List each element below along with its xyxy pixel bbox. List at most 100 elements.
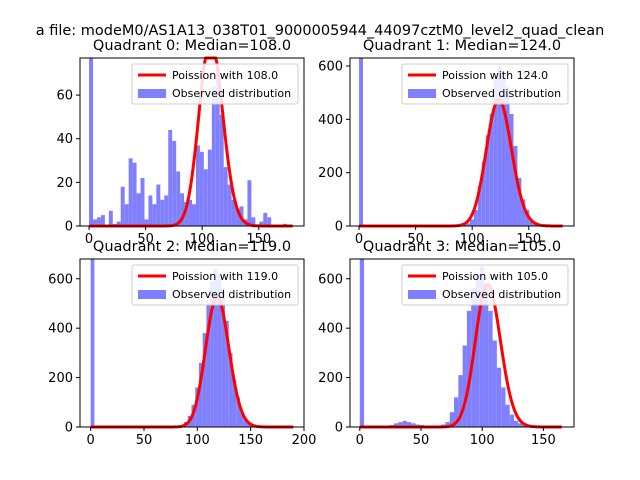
chart-panel-2: 0 50 100 150 200 0 200 400 600 Quadrant 2: Median… xyxy=(48,239,316,448)
histogram-bar xyxy=(90,259,95,427)
histogram-bar xyxy=(206,303,211,427)
histogram-bar xyxy=(240,412,244,427)
figure-suptitle: a file: modeM0/AS1A13_038T01_9000005944_… xyxy=(36,23,605,39)
y-tick-label: 0 xyxy=(65,220,73,235)
histogram-bar xyxy=(96,217,101,226)
x-tick-label: 100 xyxy=(190,232,215,247)
legend-box xyxy=(131,63,299,105)
legend-label-poisson: Poission with 108.0 xyxy=(172,69,278,82)
histogram-bar xyxy=(228,352,233,427)
histogram-bar xyxy=(529,219,534,226)
y-tick-label: 400 xyxy=(318,322,343,337)
legend-label-poisson: Poission with 124.0 xyxy=(442,69,548,82)
histogram-bar xyxy=(359,58,364,226)
y-tick-label: 600 xyxy=(318,272,343,287)
legend-box xyxy=(401,264,569,306)
histogram-bar xyxy=(473,210,478,226)
y-tick-label: 0 xyxy=(65,421,73,436)
histogram-bar xyxy=(484,283,489,427)
histogram-bar xyxy=(259,221,264,226)
histogram-bar xyxy=(207,149,212,226)
histogram-bar xyxy=(219,114,224,226)
legend-bar-swatch xyxy=(138,89,166,98)
chart-panel-3: 0 50 100 150 0 200 400 600 Quadrant 3: Median=10… xyxy=(318,239,575,448)
histogram-bar xyxy=(223,167,228,226)
y-tick-label: 600 xyxy=(318,60,343,75)
histogram-bar xyxy=(469,219,474,226)
histogram-bar xyxy=(402,420,407,427)
histogram-bar xyxy=(501,387,506,427)
histogram-bar xyxy=(168,130,173,226)
histogram-bar xyxy=(192,204,196,226)
histogram-bar xyxy=(108,210,113,226)
x-tick-label: 150 xyxy=(246,232,271,247)
chart-title: Quadrant 0: Median=108.0 xyxy=(93,38,291,54)
histogram-bar xyxy=(100,215,105,226)
y-tick-label: 200 xyxy=(318,371,343,386)
y-tick-label: 40 xyxy=(56,132,73,147)
histogram-bar xyxy=(93,219,97,226)
histogram-bar xyxy=(236,397,240,427)
histogram-bar xyxy=(128,158,133,226)
x-tick-label: 0 xyxy=(85,232,93,247)
histogram-bar xyxy=(406,422,412,427)
histogram-bar xyxy=(501,71,506,226)
axes-frame xyxy=(349,258,575,428)
histogram-bar xyxy=(221,288,226,427)
x-tick-label: 100 xyxy=(185,433,210,448)
legend-label-poisson: Poission with 105.0 xyxy=(442,270,548,283)
x-tick-label: 50 xyxy=(136,433,153,448)
histogram-bar xyxy=(120,186,125,226)
y-tick-label: 60 xyxy=(56,89,73,104)
axes-frame xyxy=(349,57,575,227)
x-tick-label: 100 xyxy=(460,232,485,247)
histogram-bar xyxy=(489,114,494,226)
histogram-bar xyxy=(394,423,399,427)
chart-title: Quadrant 3: Median=105.0 xyxy=(363,239,561,255)
histogram-bar xyxy=(462,345,467,427)
y-tick-label: 0 xyxy=(335,220,343,235)
histogram-bar xyxy=(210,281,214,427)
histogram-bar xyxy=(505,404,510,427)
histogram-bar xyxy=(481,162,486,226)
histogram-bar xyxy=(514,420,519,427)
histogram-bar xyxy=(235,208,240,226)
histogram-bar xyxy=(479,266,485,427)
histogram-bar xyxy=(231,199,236,226)
histogram-bar xyxy=(521,199,526,226)
histogram-bar xyxy=(445,422,450,427)
x-tick-label: 200 xyxy=(292,433,317,448)
panels: 0 50 100 150 0 20 40 60 Quadrant 0: Median=108.0… xyxy=(48,38,575,448)
histogram-bar xyxy=(411,423,416,427)
histogram-bar xyxy=(496,367,502,427)
histogram-bar xyxy=(217,273,222,427)
histogram-bar xyxy=(509,114,514,226)
chart-panel-1: 0 50 100 150 0 200 400 600 Quadrant 1: Median=12… xyxy=(318,38,575,247)
histogram-bar xyxy=(251,217,256,226)
histogram-bar xyxy=(505,87,510,226)
chart-panel-0: 0 50 100 150 0 20 40 60 Quadrant 0: Median=108.0… xyxy=(56,38,305,247)
histogram-bar xyxy=(518,423,523,427)
histogram-bar xyxy=(215,68,220,226)
legend-label-observed: Observed distribution xyxy=(172,87,291,100)
histogram-bar xyxy=(116,221,121,226)
histogram-bar xyxy=(152,204,157,226)
histogram-bar xyxy=(509,414,515,427)
histogram-bar xyxy=(493,76,498,227)
y-tick-label: 200 xyxy=(318,166,343,181)
x-tick-label: 150 xyxy=(516,232,541,247)
histogram-bar xyxy=(466,310,472,427)
histogram-bar xyxy=(497,66,502,226)
histogram-bar xyxy=(176,171,181,226)
histogram-bar xyxy=(243,419,248,427)
histogram-bar xyxy=(140,178,145,226)
chart-title: Quadrant 1: Median=124.0 xyxy=(363,38,561,54)
histogram-bar xyxy=(267,217,272,226)
histogram-bar xyxy=(211,86,216,226)
histogram-bar xyxy=(184,202,189,226)
legend: Poission with 124.0 Observed distribution xyxy=(401,63,569,105)
histogram-bar xyxy=(517,178,522,226)
y-tick-label: 400 xyxy=(318,113,343,128)
histogram-bar xyxy=(132,162,137,226)
x-tick-label: 50 xyxy=(137,232,154,247)
